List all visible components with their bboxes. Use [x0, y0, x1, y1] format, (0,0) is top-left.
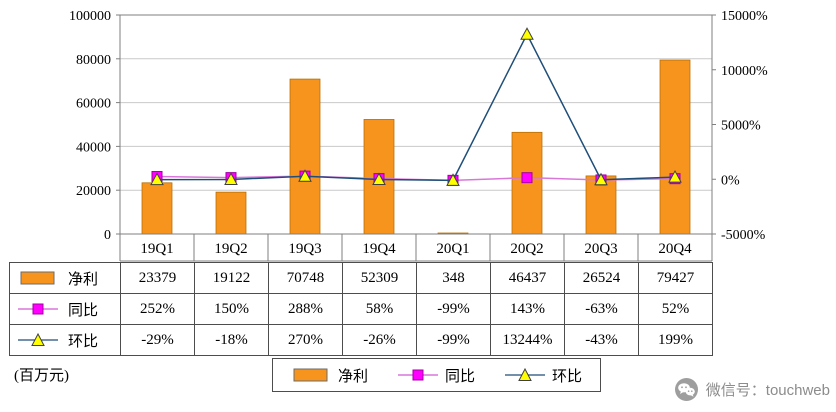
watermark: 微信号：touchweb [674, 377, 830, 402]
triangle-marker-icon [224, 172, 238, 185]
left-axis-tick-label: 40000 [76, 140, 111, 155]
category-label: 20Q2 [510, 241, 543, 257]
table-cell: -99% [416, 324, 491, 356]
bar-19Q1 [141, 182, 173, 235]
triangle-marker-icon [446, 173, 460, 186]
table-cell: 143% [490, 293, 565, 325]
legend-item: 环比 [505, 365, 582, 386]
category-label: 20Q3 [584, 241, 617, 257]
table-cell: 270% [268, 324, 343, 356]
table-cell: 26524 [564, 262, 639, 294]
left-axis-tick-label: 60000 [76, 97, 111, 112]
table-cell: 199% [638, 324, 713, 356]
swatch-square-marker-icon [18, 303, 58, 315]
category-label: 19Q4 [362, 241, 396, 257]
data-table: 净利 23379 19122 70748 52309 348 46437 26524 79427… [9, 262, 713, 356]
table-row-label: 净利 [68, 271, 99, 288]
table-cell: 23379 [120, 262, 195, 294]
table-cell: 19122 [194, 262, 269, 294]
line-series [156, 32, 676, 182]
table-cell: 58% [342, 293, 417, 325]
table-cell: -43% [564, 324, 639, 356]
table-row: 环比 -29% -18% 270% -26% -99% 13244% -43% 199% [9, 324, 713, 356]
category-label: 19Q1 [140, 241, 173, 257]
table-row: 净利 23379 19122 70748 52309 348 46437 26524 79427 [9, 262, 713, 294]
table-cell: 288% [268, 293, 343, 325]
combo-chart: 0 20000 40000 60000 80000 100000 -5000% 0% 5000%… [69, 9, 768, 262]
swatch-triangle-marker-icon [18, 332, 58, 346]
category-label: 20Q4 [658, 241, 692, 257]
right-axis-tick-label: 5000% [721, 119, 761, 134]
table-row-header: 同比 [9, 293, 121, 325]
table-cell: -29% [120, 324, 195, 356]
legend-item-label: 净利 [338, 368, 369, 385]
table-row-header: 环比 [9, 324, 121, 356]
bar-20Q4 [659, 59, 691, 235]
legend-item-label: 环比 [552, 368, 583, 385]
right-axis-tick-label: 0% [721, 173, 740, 188]
bar-20Q3 [585, 175, 617, 235]
table-row-label: 环比 [68, 333, 99, 350]
category-label: 19Q3 [288, 241, 321, 257]
left-axis-tick-label: 100000 [69, 9, 111, 24]
table-cell: -18% [194, 324, 269, 356]
right-axis-tick-label: 15000% [721, 9, 768, 24]
table-cell: 150% [194, 293, 269, 325]
left-axis-tick-label: 80000 [76, 53, 111, 68]
table-cell: 79427 [638, 262, 713, 294]
data-table-body: 净利 23379 19122 70748 52309 348 46437 26524 79427… [9, 262, 713, 356]
table-cell: 52% [638, 293, 713, 325]
triangle-marker-icon [298, 169, 312, 182]
table-row: 同比 252% 150% 288% 58% -99% 143% -63% 52% [9, 293, 713, 325]
table-cell: 46437 [490, 262, 565, 294]
swatch-bar-icon [20, 271, 55, 285]
swatch-bar-icon [293, 368, 328, 382]
triangle-marker-icon [594, 172, 608, 186]
wechat-icon [674, 378, 698, 401]
left-axis-tick-label: 0 [104, 228, 111, 243]
table-cell: 348 [416, 262, 491, 294]
chart-legend: 净利 同比 环比 [272, 358, 602, 392]
table-row-header: 净利 [9, 262, 121, 294]
category-label: 20Q1 [436, 241, 469, 257]
unit-label: (百万元) [14, 368, 69, 384]
table-cell: 70748 [268, 262, 343, 294]
table-cell: -63% [564, 293, 639, 325]
table-cell: 13244% [490, 324, 565, 356]
legend-item: 净利 [291, 365, 368, 386]
swatch-square-marker-icon [398, 369, 439, 381]
swatch-triangle-marker-icon [505, 367, 546, 381]
triangle-marker-icon [668, 170, 682, 183]
right-axis-tick-label: -5000% [721, 228, 766, 243]
left-axis-tick-label: 20000 [76, 184, 111, 199]
square-marker-icon [521, 172, 533, 184]
legend-item: 同比 [398, 365, 475, 386]
table-cell: -26% [342, 324, 417, 356]
table-cell: 252% [120, 293, 195, 325]
plot-border [119, 14, 713, 235]
legend-item-label: 同比 [445, 368, 476, 385]
table-cell: 52309 [342, 262, 417, 294]
category-label: 19Q2 [214, 241, 247, 257]
bar-19Q2 [215, 191, 247, 235]
table-cell: -99% [416, 293, 491, 325]
watermark-text: 微信号：touchweb [705, 382, 830, 399]
right-axis-tick-label: 10000% [721, 64, 768, 79]
triangle-marker-icon [150, 172, 164, 186]
triangle-marker-icon [372, 172, 386, 186]
table-row-label: 同比 [68, 302, 99, 319]
bar-19Q3 [289, 78, 321, 235]
triangle-marker-icon [520, 27, 534, 40]
